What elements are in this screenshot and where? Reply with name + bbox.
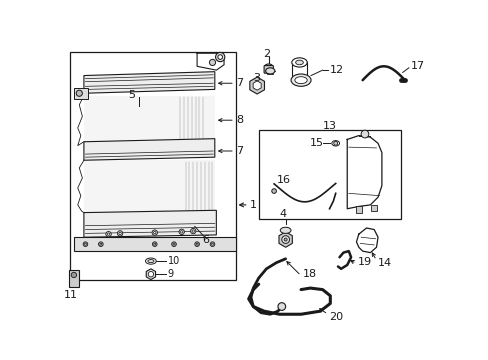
Circle shape xyxy=(84,243,86,245)
FancyBboxPatch shape xyxy=(355,206,361,213)
Circle shape xyxy=(277,303,285,310)
Text: 7: 7 xyxy=(236,78,243,88)
Bar xyxy=(258,130,400,219)
Circle shape xyxy=(117,231,122,236)
Text: 5: 5 xyxy=(127,90,135,100)
Bar xyxy=(70,53,235,280)
Text: 19: 19 xyxy=(357,257,371,267)
Bar xyxy=(291,62,306,78)
Ellipse shape xyxy=(290,74,310,86)
Circle shape xyxy=(281,236,289,243)
Text: 10: 10 xyxy=(167,256,180,266)
FancyBboxPatch shape xyxy=(264,66,273,73)
Bar xyxy=(74,237,235,251)
Ellipse shape xyxy=(331,141,339,146)
Circle shape xyxy=(284,238,286,241)
Circle shape xyxy=(218,55,222,59)
Circle shape xyxy=(148,271,153,277)
Text: 7: 7 xyxy=(236,146,243,156)
Polygon shape xyxy=(249,77,264,94)
Circle shape xyxy=(100,243,102,245)
Circle shape xyxy=(154,243,155,245)
Polygon shape xyxy=(84,139,214,160)
Ellipse shape xyxy=(145,258,156,264)
Circle shape xyxy=(83,242,87,247)
Text: 17: 17 xyxy=(409,61,424,71)
Circle shape xyxy=(271,189,276,193)
Text: 16: 16 xyxy=(276,175,290,185)
Circle shape xyxy=(215,53,224,62)
Ellipse shape xyxy=(264,64,272,69)
Polygon shape xyxy=(253,81,261,90)
Circle shape xyxy=(179,229,184,235)
Circle shape xyxy=(76,90,82,96)
Polygon shape xyxy=(84,210,216,237)
Bar xyxy=(84,160,214,213)
Bar xyxy=(84,95,214,142)
Text: 14: 14 xyxy=(377,258,391,269)
Circle shape xyxy=(196,243,198,245)
Text: 13: 13 xyxy=(323,121,337,131)
Text: 2: 2 xyxy=(262,49,269,59)
Text: 9: 9 xyxy=(167,269,174,279)
Text: 8: 8 xyxy=(236,115,243,125)
Circle shape xyxy=(190,228,196,234)
Ellipse shape xyxy=(295,60,303,65)
Circle shape xyxy=(152,230,157,235)
Text: 11: 11 xyxy=(64,290,78,300)
Text: 18: 18 xyxy=(302,269,316,279)
Circle shape xyxy=(333,141,337,145)
Circle shape xyxy=(99,242,103,247)
Polygon shape xyxy=(84,72,214,93)
Circle shape xyxy=(360,130,368,138)
Circle shape xyxy=(152,242,157,247)
Circle shape xyxy=(71,272,77,278)
Circle shape xyxy=(192,230,194,232)
Circle shape xyxy=(210,242,214,247)
Ellipse shape xyxy=(265,68,274,74)
Circle shape xyxy=(211,243,213,245)
Text: 3: 3 xyxy=(253,73,260,83)
Bar xyxy=(74,88,87,99)
Text: 1: 1 xyxy=(250,200,257,210)
FancyBboxPatch shape xyxy=(370,205,377,211)
Circle shape xyxy=(209,59,215,66)
Ellipse shape xyxy=(294,77,306,84)
Circle shape xyxy=(107,233,109,235)
Text: 12: 12 xyxy=(329,65,343,75)
Circle shape xyxy=(180,231,183,233)
Ellipse shape xyxy=(280,227,290,233)
Polygon shape xyxy=(146,269,155,280)
Circle shape xyxy=(171,242,176,247)
Text: 4: 4 xyxy=(279,209,286,219)
Text: 20: 20 xyxy=(329,311,343,321)
Ellipse shape xyxy=(147,260,154,263)
FancyBboxPatch shape xyxy=(68,270,79,287)
Ellipse shape xyxy=(291,58,306,67)
Circle shape xyxy=(153,231,156,234)
Circle shape xyxy=(194,242,199,247)
Circle shape xyxy=(173,243,175,245)
Text: 6: 6 xyxy=(202,235,209,245)
Text: 15: 15 xyxy=(310,138,324,148)
Polygon shape xyxy=(279,232,292,247)
Circle shape xyxy=(119,232,121,235)
Circle shape xyxy=(105,231,111,237)
